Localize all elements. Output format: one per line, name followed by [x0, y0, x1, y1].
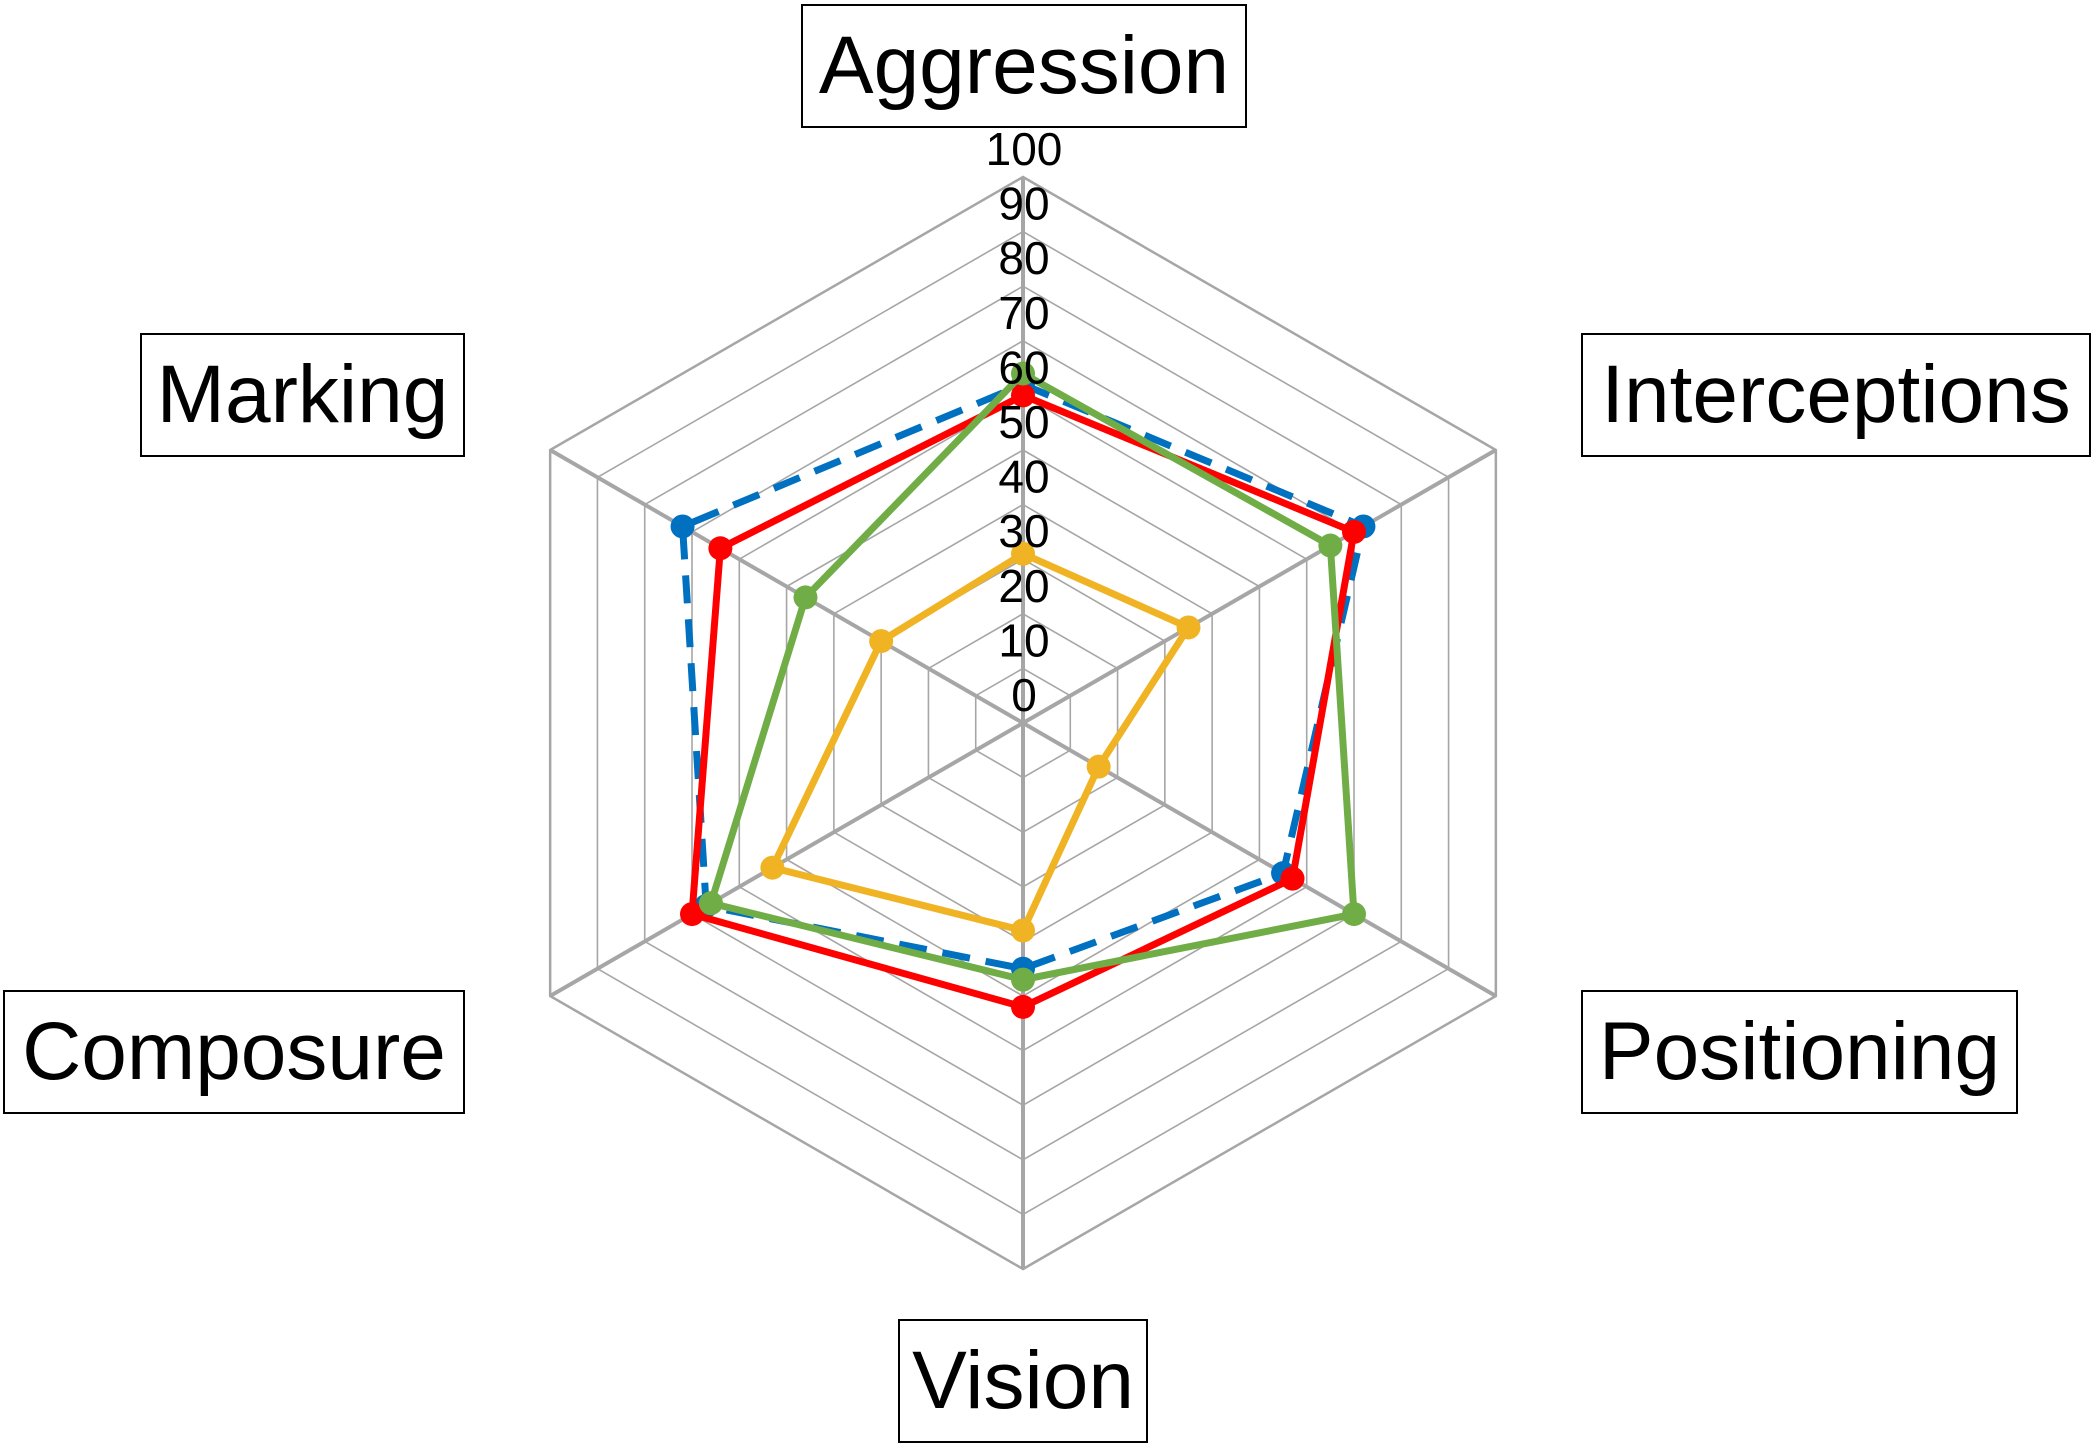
- tick-label: 60: [998, 341, 1049, 393]
- data-point: [1011, 361, 1035, 386]
- data-point: [760, 855, 785, 880]
- axis-label-positioning: Positioning: [1581, 990, 2018, 1114]
- data-point: [1011, 994, 1035, 1019]
- tick-label: 30: [998, 505, 1049, 557]
- tick-label: 90: [998, 178, 1049, 230]
- tick-label: 70: [998, 287, 1049, 339]
- data-point: [1341, 519, 1366, 544]
- data-point: [793, 585, 818, 610]
- data-point: [1011, 918, 1035, 943]
- data-point: [698, 891, 723, 916]
- data-point: [708, 536, 733, 561]
- tick-label: 50: [998, 396, 1049, 448]
- data-point: [1011, 383, 1035, 408]
- series-lines: [670, 361, 1376, 1019]
- series-line: [767, 549, 1194, 935]
- axis-label-aggression: Aggression: [801, 4, 1247, 128]
- tick-label: 20: [998, 560, 1049, 612]
- data-point: [1318, 533, 1343, 558]
- tick-label: 40: [998, 451, 1049, 503]
- data-point: [869, 629, 894, 654]
- data-point: [1086, 754, 1111, 779]
- tick-label: 80: [998, 232, 1049, 284]
- spoke-line: [549, 721, 1025, 998]
- data-point: [1280, 866, 1305, 891]
- axis-label-composure: Composure: [3, 990, 465, 1114]
- tick-label: 10: [998, 614, 1049, 666]
- axis-label-marking: Marking: [140, 333, 465, 457]
- axis-label-vision: Vision: [898, 1319, 1148, 1443]
- spoke-line: [1021, 448, 1497, 725]
- data-point: [1011, 541, 1035, 566]
- data-point: [1011, 967, 1035, 992]
- axis-label-interceptions: Interceptions: [1581, 333, 2091, 457]
- data-point: [680, 902, 705, 927]
- data-point: [670, 514, 695, 539]
- tick-label: 0: [1011, 669, 1037, 721]
- spoke-line: [549, 448, 1025, 725]
- series-4: [760, 541, 1201, 943]
- series-3: [698, 361, 1366, 992]
- tick-label: 100: [986, 123, 1063, 175]
- series-2: [680, 383, 1366, 1019]
- data-point: [1341, 902, 1366, 927]
- data-point: [1176, 615, 1201, 640]
